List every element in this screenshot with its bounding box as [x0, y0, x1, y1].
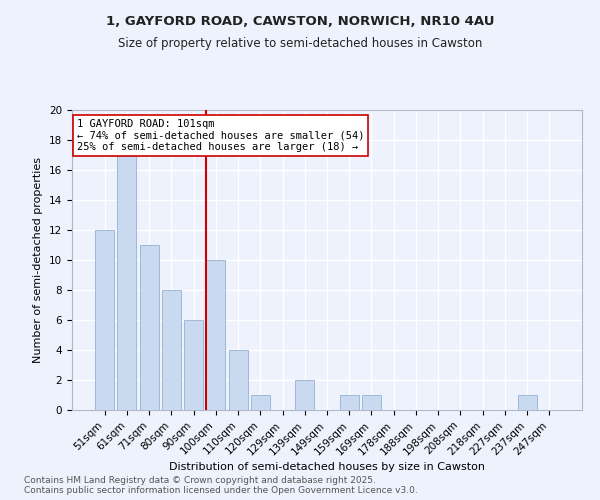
Bar — [95, 230, 114, 410]
Text: Contains HM Land Registry data © Crown copyright and database right 2025.
Contai: Contains HM Land Registry data © Crown c… — [24, 476, 418, 495]
Bar — [162, 290, 181, 410]
Text: 1 GAYFORD ROAD: 101sqm
← 74% of semi-detached houses are smaller (54)
25% of sem: 1 GAYFORD ROAD: 101sqm ← 74% of semi-det… — [77, 119, 365, 152]
Bar — [184, 320, 203, 410]
Bar — [251, 395, 270, 410]
Text: Size of property relative to semi-detached houses in Cawston: Size of property relative to semi-detach… — [118, 38, 482, 51]
Text: 1, GAYFORD ROAD, CAWSTON, NORWICH, NR10 4AU: 1, GAYFORD ROAD, CAWSTON, NORWICH, NR10 … — [106, 15, 494, 28]
Bar — [362, 395, 381, 410]
X-axis label: Distribution of semi-detached houses by size in Cawston: Distribution of semi-detached houses by … — [169, 462, 485, 472]
Bar — [118, 155, 136, 410]
Bar — [295, 380, 314, 410]
Bar — [229, 350, 248, 410]
Bar — [340, 395, 359, 410]
Bar — [518, 395, 536, 410]
Bar — [206, 260, 225, 410]
Bar — [140, 245, 158, 410]
Y-axis label: Number of semi-detached properties: Number of semi-detached properties — [34, 157, 43, 363]
